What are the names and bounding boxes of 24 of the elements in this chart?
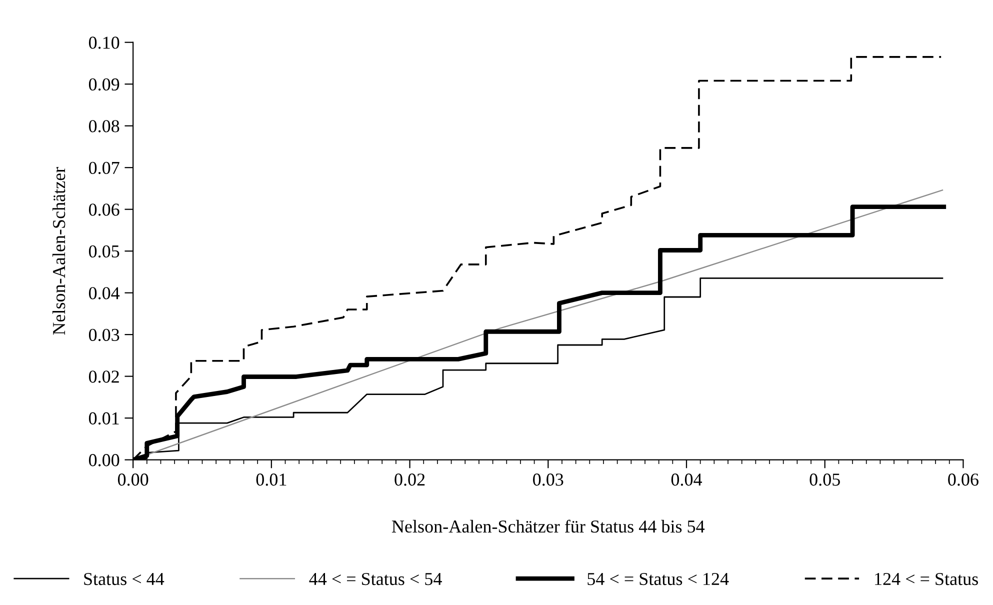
y-tick-label: 0.02: [88, 370, 119, 383]
x-tick-label: 0.00: [118, 474, 148, 486]
x-axis-title: Nelson-Aalen-Schätzer für Status 44 bis 54: [392, 520, 705, 533]
y-tick-label: 0.05: [88, 245, 120, 258]
y-tick-label: 0.04: [88, 287, 120, 300]
legend-label: 54 < = Status < 124: [588, 572, 729, 586]
x-tick-label: 0.01: [256, 474, 286, 486]
x-tick-label: 0.04: [671, 474, 702, 486]
y-tick-label: 0.00: [88, 454, 120, 466]
x-tick-label: 0.02: [394, 474, 425, 486]
y-axis-title: Nelson-Aalen-Schätzer: [52, 167, 66, 335]
y-tick-label: 0.09: [88, 78, 120, 91]
legend-label: 124 < = Status: [875, 572, 978, 586]
y-tick-label: 0.06: [88, 204, 120, 216]
y-tick-label: 0.03: [88, 328, 120, 342]
x-tick-label: 0.05: [810, 474, 840, 486]
y-tick-label: 0.08: [88, 120, 120, 132]
y-tick-label: 0.01: [88, 412, 119, 425]
x-tick-label: 0.06: [948, 474, 978, 486]
y-tick-label: 0.10: [88, 36, 120, 49]
legend-label: 44 < = Status < 54: [309, 572, 442, 586]
legend-label: Status < 44: [84, 572, 164, 586]
y-tick-label: 0.07: [88, 162, 120, 174]
x-tick-label: 0.03: [533, 474, 564, 486]
